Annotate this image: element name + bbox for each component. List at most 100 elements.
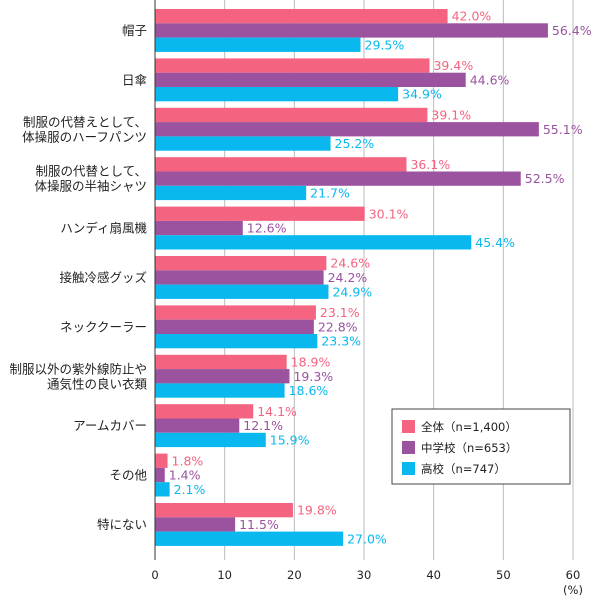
legend-swatch xyxy=(402,420,415,433)
bar xyxy=(155,503,293,518)
value-label: 39.4% xyxy=(433,58,473,73)
bar xyxy=(155,354,287,370)
value-label: 18.6% xyxy=(289,383,329,398)
bar xyxy=(155,305,316,320)
bar xyxy=(155,284,329,299)
value-label: 23.1% xyxy=(320,305,360,320)
legend-label: 高校（n=747） xyxy=(421,462,506,476)
value-label: 22.8% xyxy=(318,319,358,334)
value-label: 36.1% xyxy=(410,157,450,172)
bar xyxy=(155,467,165,483)
value-label: 14.1% xyxy=(257,404,297,419)
value-label: 1.8% xyxy=(172,453,204,468)
x-tick-label: 20 xyxy=(287,568,302,582)
bar xyxy=(155,206,365,221)
category-label: 体操服の半袖シャツ xyxy=(34,179,147,194)
bar xyxy=(155,171,521,186)
value-label: 56.4% xyxy=(552,23,592,38)
category-label: 制服の代替えとして、 xyxy=(23,114,147,129)
x-axis-ticks: 0 10 20 30 40 50 60 xyxy=(151,568,580,582)
value-label: 11.5% xyxy=(239,517,279,532)
value-labels: 42.0% 56.4% 29.5% 39.4%44.6% 34.9% 39.1% 55.1%… xyxy=(169,9,592,547)
category-label: 日傘 xyxy=(122,72,148,87)
value-label: 29.5% xyxy=(365,37,405,52)
x-tick-label: 40 xyxy=(426,568,441,582)
bar xyxy=(155,404,254,419)
value-label: 34.9% xyxy=(402,87,442,102)
category-label: アームカバー xyxy=(73,418,147,433)
bar xyxy=(155,256,327,271)
legend-box xyxy=(391,408,571,485)
bar xyxy=(155,37,361,52)
bar xyxy=(155,531,344,546)
value-label: 45.4% xyxy=(475,235,515,250)
bar xyxy=(155,23,548,38)
bar-group xyxy=(155,9,548,546)
category-label: その他 xyxy=(109,468,147,483)
category-labels: 帽子日傘制服の代替えとして、体操服のハーフパンツ制服の代替として、体操服の半袖シ… xyxy=(9,23,147,532)
bar xyxy=(155,185,307,201)
bar xyxy=(155,482,170,497)
value-label: 24.9% xyxy=(332,284,372,299)
bar xyxy=(155,58,430,73)
bar xyxy=(155,72,466,87)
bar xyxy=(155,136,331,151)
value-label: 21.7% xyxy=(310,185,350,200)
legend: 全体（n=1,400） 中学校（n=653） 高校（n=747） xyxy=(391,408,571,485)
bar xyxy=(155,122,539,137)
category-label: 特にない xyxy=(97,517,147,532)
value-label: 1.4% xyxy=(169,468,201,483)
value-label: 18.9% xyxy=(291,354,331,369)
bar xyxy=(155,517,236,532)
x-axis-unit-label: (%) xyxy=(563,583,583,597)
bar xyxy=(155,453,168,468)
bar xyxy=(155,270,324,285)
value-label: 42.0% xyxy=(452,9,492,24)
value-label: 19.3% xyxy=(293,369,333,384)
legend-label: 中学校（n=653） xyxy=(421,441,517,455)
category-label: 帽子 xyxy=(122,23,147,38)
bar xyxy=(155,369,290,384)
value-label: 15.9% xyxy=(270,432,310,447)
value-label: 39.1% xyxy=(431,107,471,122)
x-tick-label: 10 xyxy=(217,568,232,582)
category-label: 体操服のハーフパンツ xyxy=(22,129,147,144)
category-label: 通気性の良い衣類 xyxy=(47,376,148,391)
bar xyxy=(155,87,399,102)
value-label: 30.1% xyxy=(369,206,409,221)
legend-label: 全体（n=1,400） xyxy=(421,420,517,434)
value-label: 27.0% xyxy=(347,531,387,546)
bar xyxy=(155,9,448,24)
value-label: 55.1% xyxy=(543,122,583,137)
bar xyxy=(155,235,472,250)
category-label: ネッククーラー xyxy=(60,319,147,334)
bar xyxy=(155,418,240,433)
x-tick-label: 60 xyxy=(566,568,581,582)
legend-swatch xyxy=(402,441,415,454)
bar xyxy=(155,383,285,398)
bar xyxy=(155,107,428,123)
category-label: 制服の代替として、 xyxy=(35,164,147,179)
bar xyxy=(155,334,318,349)
category-label: ハンディ扇風機 xyxy=(60,221,147,236)
bar xyxy=(155,220,243,236)
category-label: 接触冷感グッズ xyxy=(59,270,147,285)
value-label: 44.6% xyxy=(470,72,510,87)
value-label: 2.1% xyxy=(174,482,206,497)
x-tick-label: 30 xyxy=(357,568,372,582)
value-label: 19.8% xyxy=(297,503,337,518)
bar xyxy=(155,432,266,448)
legend-swatch xyxy=(402,462,415,475)
value-label: 24.2% xyxy=(328,270,368,285)
bar xyxy=(155,157,407,172)
value-label: 25.2% xyxy=(335,136,375,151)
value-label: 12.6% xyxy=(247,221,287,236)
value-label: 24.6% xyxy=(330,256,370,271)
value-label: 23.3% xyxy=(321,334,361,349)
value-label: 12.1% xyxy=(243,418,283,433)
value-label: 52.5% xyxy=(525,171,565,186)
x-tick-label: 50 xyxy=(496,568,511,582)
x-tick-label: 0 xyxy=(151,568,158,582)
bar xyxy=(155,319,314,334)
